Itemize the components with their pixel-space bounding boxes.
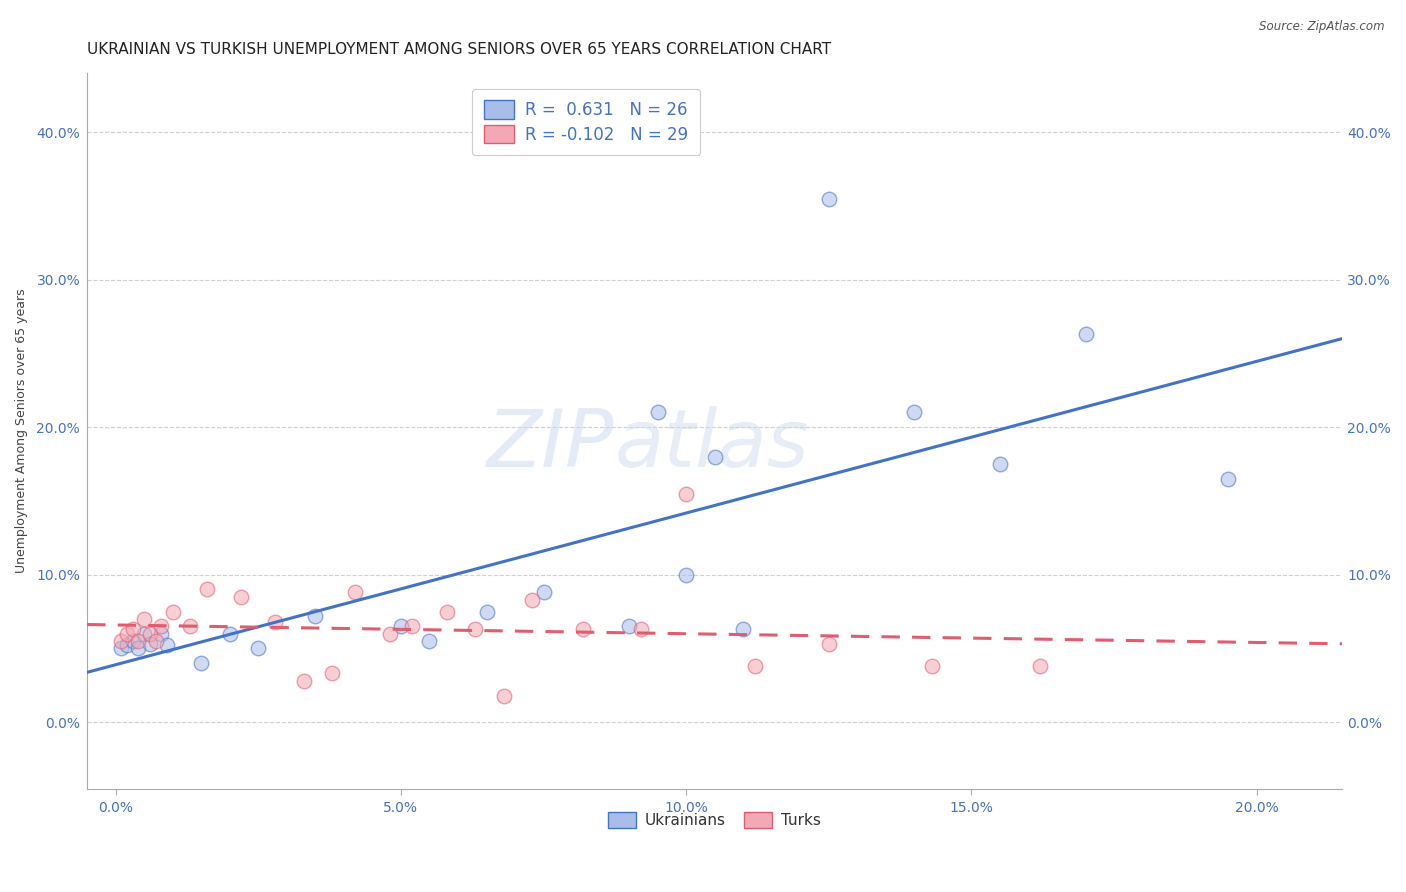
Point [128, 641, 150, 656]
Point [733, 622, 755, 636]
Y-axis label: Unemployment Among Seniors over 65 years: Unemployment Among Seniors over 65 years [15, 288, 28, 574]
Point [145, 634, 167, 648]
Point [817, 192, 839, 206]
Point [150, 619, 173, 633]
Point [378, 626, 401, 640]
Text: Source: ZipAtlas.com: Source: ZipAtlas.com [1260, 20, 1385, 33]
Point [247, 641, 270, 656]
Point [492, 689, 515, 703]
Point [647, 405, 669, 419]
Point [988, 457, 1011, 471]
Text: ZIP: ZIP [486, 406, 614, 484]
Point [401, 619, 423, 633]
Point [321, 666, 343, 681]
Point [139, 637, 162, 651]
Point [389, 619, 412, 633]
Point [304, 609, 326, 624]
Point [134, 626, 156, 640]
Point [921, 659, 943, 673]
Point [617, 619, 640, 633]
Point [630, 622, 652, 636]
Point [121, 622, 143, 636]
Point [675, 486, 697, 500]
Point [533, 585, 555, 599]
Point [231, 590, 253, 604]
Point [128, 634, 150, 648]
Point [150, 626, 173, 640]
Point [475, 605, 498, 619]
Point [162, 605, 184, 619]
Point [218, 626, 240, 640]
Point [139, 626, 162, 640]
Point [115, 639, 138, 653]
Point [195, 582, 218, 597]
Legend: Ukrainians, Turks: Ukrainians, Turks [602, 805, 827, 835]
Point [190, 656, 212, 670]
Point [344, 585, 367, 599]
Point [418, 634, 440, 648]
Point [179, 619, 201, 633]
Point [744, 659, 766, 673]
Point [1074, 327, 1097, 342]
Point [436, 605, 458, 619]
Point [520, 592, 543, 607]
Point [464, 622, 486, 636]
Point [703, 450, 725, 464]
Point [572, 622, 595, 636]
Point [115, 626, 138, 640]
Text: UKRAINIAN VS TURKISH UNEMPLOYMENT AMONG SENIORS OVER 65 YEARS CORRELATION CHART: UKRAINIAN VS TURKISH UNEMPLOYMENT AMONG … [87, 42, 831, 57]
Point [110, 634, 132, 648]
Point [156, 639, 179, 653]
Point [121, 634, 143, 648]
Point [134, 612, 156, 626]
Point [1218, 472, 1240, 486]
Point [264, 615, 287, 629]
Point [675, 567, 697, 582]
Point [292, 673, 315, 688]
Point [817, 637, 839, 651]
Text: atlas: atlas [614, 406, 808, 484]
Point [1029, 659, 1052, 673]
Point [110, 641, 132, 656]
Point [903, 405, 925, 419]
